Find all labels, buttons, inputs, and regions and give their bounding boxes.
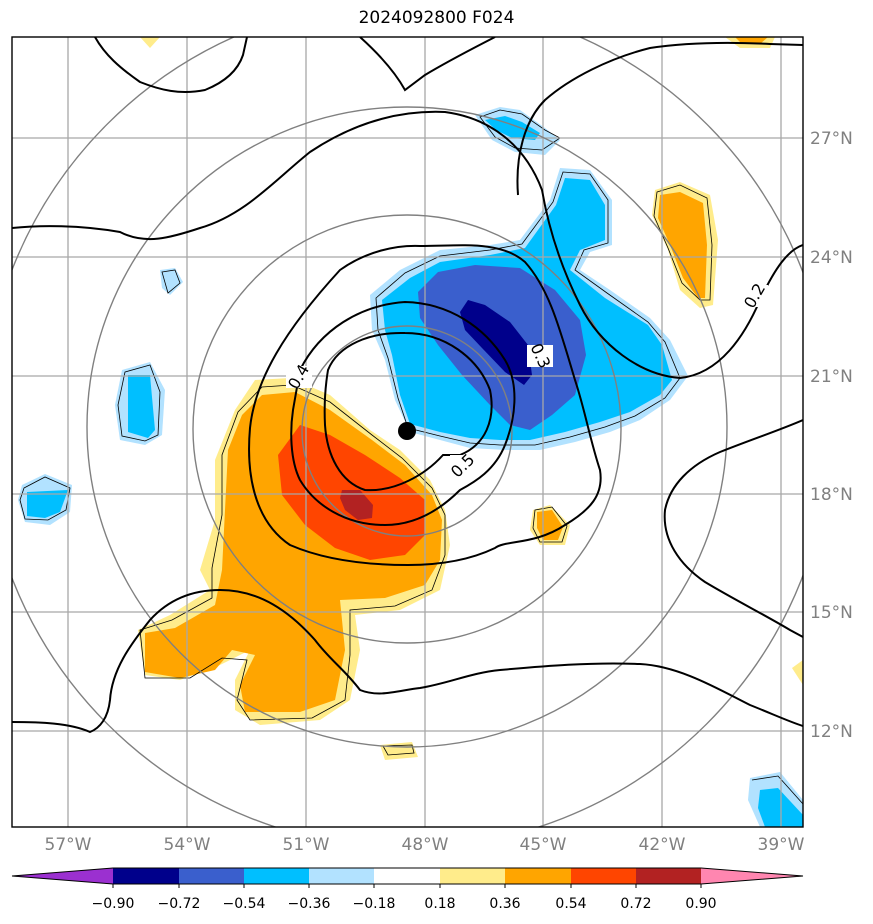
contour-0.2 — [12, 110, 803, 380]
distance-ring — [192, 214, 622, 644]
contour-line — [516, 41, 803, 196]
colorbar-segment — [309, 868, 374, 884]
lat-label: 12°N — [810, 722, 853, 742]
distance-ring — [301, 325, 513, 537]
lon-label: 57°W — [45, 835, 92, 855]
distance-rings — [12, 37, 803, 827]
colorbar-segment — [179, 868, 244, 884]
contour-0.4 — [290, 300, 516, 527]
contour-line — [12, 588, 803, 734]
colorbar-tick-label: −0.54 — [223, 896, 266, 912]
contour-line — [94, 37, 248, 93]
colorbar-tick-label: 0.90 — [685, 896, 716, 912]
anomaly-outline — [139, 384, 446, 721]
anomaly-outline — [382, 744, 415, 756]
colorbar-segment — [571, 868, 636, 884]
anomaly-shading — [18, 37, 803, 827]
colorbar-extend-low — [12, 868, 113, 884]
positive-anomaly-region — [658, 192, 707, 298]
lat-label: 27°N — [810, 129, 853, 149]
distance-ring — [86, 106, 728, 748]
storm-center-marker — [398, 422, 416, 440]
anomaly-outline — [161, 269, 181, 294]
negative-anomaly-region — [460, 300, 532, 385]
positive-anomaly-region — [140, 37, 160, 48]
lon-label: 42°W — [639, 835, 686, 855]
colorbar-segment — [636, 868, 701, 884]
contour-line — [359, 37, 496, 92]
positive-anomaly-region — [340, 490, 373, 520]
colorbar-tick-label: 0.18 — [424, 896, 455, 912]
positive-anomaly-region — [792, 660, 803, 685]
map-frame — [11, 36, 804, 828]
map-title: 2024092800 F024 — [358, 8, 515, 28]
colorbar-tick-label: 0.36 — [489, 896, 520, 912]
colorbar-segment — [505, 868, 571, 884]
colorbar: −0.90 −0.72 −0.54 −0.36 −0.18 0.18 0.36 … — [11, 867, 804, 912]
lon-label: 54°W — [164, 835, 211, 855]
colorbar-tick-label: −0.36 — [288, 896, 331, 912]
contour-line — [663, 419, 803, 638]
colorbar-segment — [440, 868, 505, 884]
lon-label: 48°W — [402, 835, 449, 855]
lat-label: 18°N — [810, 485, 853, 505]
anomaly-outline — [19, 476, 71, 521]
thick-contours — [12, 37, 803, 734]
colorbar-tick-label: −0.90 — [92, 896, 135, 912]
lat-label: 21°N — [810, 367, 853, 387]
colorbar-segment — [374, 868, 440, 884]
lon-label: 51°W — [283, 835, 330, 855]
longitude-labels: 57°W 54°W 51°W 48°W 45°W 42°W 39°W — [45, 835, 805, 855]
map-plot-area: 0.2 0.3 0.4 0.5 — [12, 37, 803, 827]
latitude-labels: 27°N 24°N 21°N 18°N 15°N 12°N — [810, 129, 853, 742]
colorbar-extend-high — [701, 868, 803, 884]
anomaly-outline — [117, 364, 161, 442]
contour-0.3 — [248, 244, 602, 567]
lat-label: 15°N — [810, 603, 853, 623]
lat-label: 24°N — [810, 248, 853, 268]
lon-label: 45°W — [520, 835, 567, 855]
negative-anomaly-region — [27, 490, 68, 518]
colorbar-segment — [244, 868, 309, 884]
colorbar-tick-label: 0.54 — [555, 896, 586, 912]
anomaly-outline — [751, 775, 803, 805]
negative-anomaly-region — [128, 375, 155, 438]
colorbar-tick-label: −0.72 — [158, 896, 201, 912]
lon-label: 39°W — [758, 835, 805, 855]
colorbar-tick-label: 0.72 — [620, 896, 651, 912]
colorbar-segment — [113, 868, 179, 884]
lat-lon-grid — [12, 37, 803, 827]
negative-anomaly-region — [485, 116, 540, 140]
contour-0.5 — [323, 331, 493, 492]
anomaly-outline — [532, 506, 568, 543]
colorbar-tick-label: −0.18 — [353, 896, 396, 912]
